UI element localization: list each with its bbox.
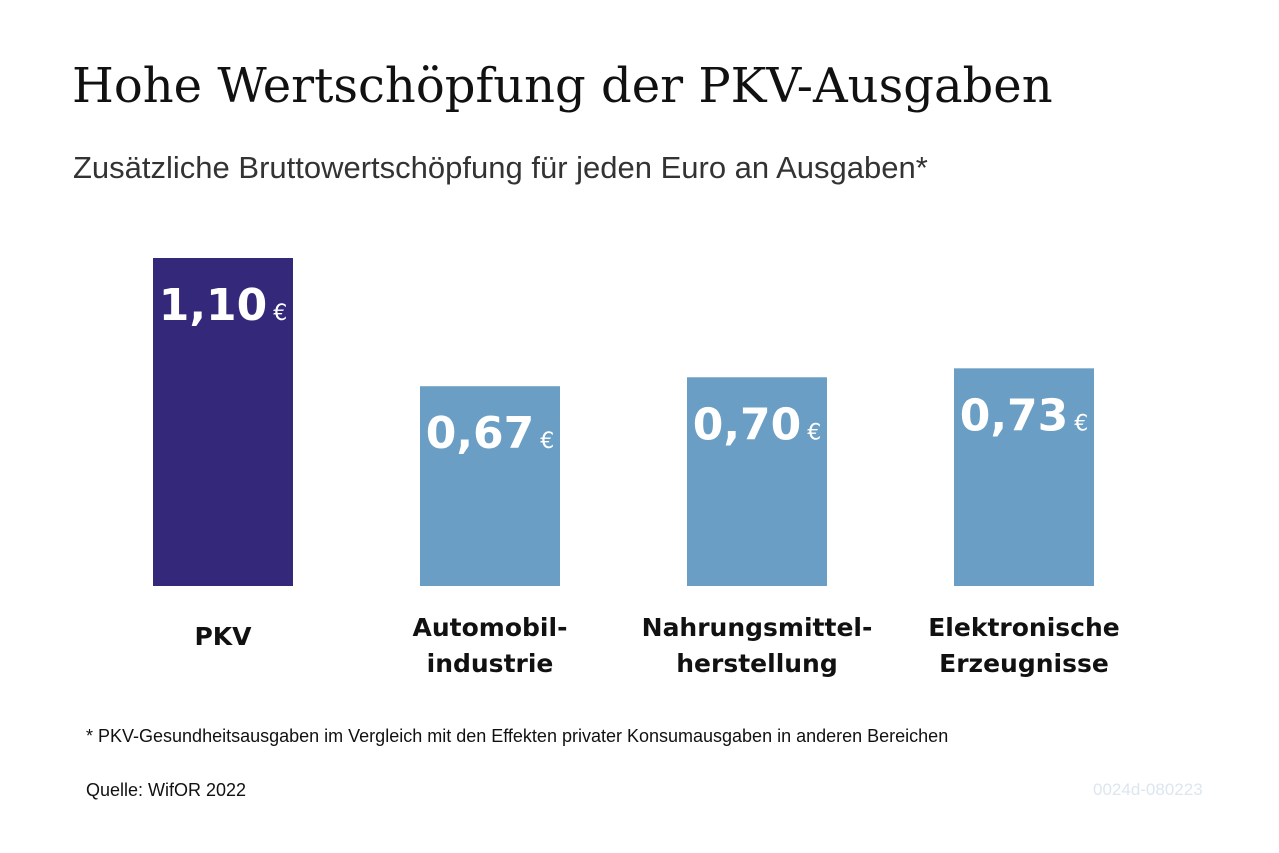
- chart-title: Hohe Wertschöpfung der PKV-Ausgaben: [72, 58, 1053, 114]
- chart-subtitle: Zusätzliche Bruttowertschöpfung für jede…: [73, 150, 928, 185]
- bar-3: [954, 368, 1094, 586]
- source-note: Quelle: WifOR 2022: [86, 780, 247, 800]
- bar-chart: 1,10 € PKV 0,67 € Automobil-industrie 0,70 € Nah…: [153, 258, 1120, 678]
- category-label-1: Automobil-industrie: [413, 613, 568, 678]
- category-label-0: PKV: [194, 622, 252, 651]
- value-label-0: 1,10 €: [159, 280, 288, 331]
- bar-1: [420, 386, 560, 586]
- bar-0: [153, 258, 293, 586]
- value-label-3: 0,73 €: [960, 390, 1089, 441]
- bar-2: [687, 377, 827, 586]
- category-label-2: Nahrungsmittel-herstellung: [642, 613, 873, 678]
- value-label-2: 0,70 €: [693, 399, 822, 450]
- category-label-3: Elektronische Erzeugnisse: [928, 613, 1120, 678]
- document-code: 0024d-080223: [1093, 780, 1203, 799]
- footnote: * PKV-Gesundheitsausgaben im Vergleich m…: [86, 726, 949, 746]
- value-label-1: 0,67 €: [426, 408, 555, 459]
